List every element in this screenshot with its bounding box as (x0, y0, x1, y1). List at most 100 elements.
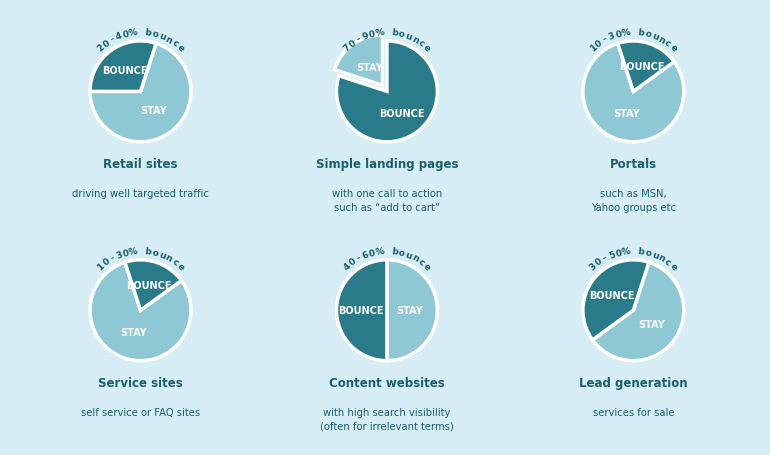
Text: 0: 0 (101, 38, 112, 49)
Text: c: c (170, 257, 179, 267)
Text: self service or FAQ sites: self service or FAQ sites (81, 408, 200, 417)
Text: c: c (417, 38, 426, 49)
Text: with one call to action
such as “add to cart”: with one call to action such as “add to … (332, 189, 442, 212)
Text: %: % (621, 28, 631, 38)
Text: 1: 1 (95, 261, 105, 272)
Text: 0: 0 (347, 257, 358, 268)
Text: Service sites: Service sites (98, 376, 183, 389)
Wedge shape (90, 42, 156, 92)
Wedge shape (336, 260, 387, 361)
Text: e: e (668, 261, 678, 272)
Text: 0: 0 (122, 248, 130, 258)
Text: 0: 0 (347, 38, 358, 49)
Text: STAY: STAY (613, 109, 640, 119)
Text: 5: 5 (608, 250, 617, 260)
Text: -: - (355, 253, 363, 263)
Text: 4: 4 (342, 261, 353, 272)
Text: u: u (403, 250, 413, 261)
Text: c: c (663, 38, 672, 49)
Text: %: % (375, 247, 385, 257)
Text: c: c (663, 257, 672, 267)
Text: services for sale: services for sale (593, 408, 674, 417)
Wedge shape (618, 42, 675, 92)
Text: o: o (644, 248, 652, 258)
Text: 0: 0 (614, 248, 623, 258)
Text: o: o (151, 248, 159, 258)
Text: Content websites: Content websites (329, 376, 445, 389)
Text: with high search visibility
(often for irrelevant terms): with high search visibility (often for i… (320, 408, 454, 430)
Text: 3: 3 (588, 261, 598, 272)
Text: n: n (657, 253, 666, 264)
Text: o: o (397, 248, 406, 258)
Text: -: - (109, 253, 116, 263)
Text: b: b (144, 28, 152, 38)
Text: 0: 0 (101, 257, 112, 268)
Text: o: o (151, 30, 159, 40)
Wedge shape (334, 35, 383, 86)
Text: n: n (164, 34, 173, 46)
Text: c: c (170, 38, 179, 49)
Text: e: e (422, 261, 432, 272)
Wedge shape (387, 260, 437, 361)
Text: o: o (644, 30, 652, 40)
Text: 0: 0 (368, 30, 377, 40)
Text: %: % (129, 247, 139, 257)
Text: STAY: STAY (120, 327, 147, 337)
Text: u: u (403, 31, 413, 42)
Text: Simple landing pages: Simple landing pages (316, 157, 458, 171)
Text: Retail sites: Retail sites (103, 157, 178, 171)
Text: %: % (621, 247, 631, 257)
Text: e: e (668, 43, 678, 54)
Text: 6: 6 (361, 250, 370, 260)
Text: Lead generation: Lead generation (579, 376, 688, 389)
Wedge shape (583, 44, 684, 142)
Text: 0: 0 (122, 30, 130, 40)
Text: 9: 9 (361, 31, 370, 42)
Text: 4: 4 (115, 31, 124, 42)
Text: -: - (355, 35, 363, 45)
Text: c: c (417, 257, 426, 267)
Text: BOUNCE: BOUNCE (589, 290, 634, 300)
Text: %: % (375, 28, 385, 38)
Text: n: n (410, 253, 420, 264)
Text: u: u (650, 31, 659, 42)
Text: such as MSN,
Yahoo groups etc: such as MSN, Yahoo groups etc (591, 189, 676, 212)
Text: Portals: Portals (610, 157, 657, 171)
Text: 3: 3 (115, 250, 124, 260)
Text: e: e (176, 43, 186, 54)
Text: b: b (144, 247, 152, 257)
Text: b: b (390, 247, 398, 257)
Text: b: b (390, 28, 398, 38)
Text: 1: 1 (588, 43, 598, 54)
Text: e: e (422, 43, 432, 54)
Text: n: n (410, 34, 420, 46)
Wedge shape (90, 263, 191, 361)
Text: b: b (637, 247, 644, 257)
Wedge shape (583, 260, 649, 340)
Text: 0: 0 (594, 38, 604, 49)
Text: STAY: STAY (140, 106, 167, 116)
Text: e: e (176, 261, 186, 272)
Text: STAY: STAY (356, 63, 383, 73)
Text: n: n (657, 34, 666, 46)
Text: BOUNCE: BOUNCE (338, 306, 383, 316)
Text: STAY: STAY (397, 306, 423, 316)
Text: BOUNCE: BOUNCE (618, 62, 665, 72)
Text: -: - (109, 35, 116, 45)
Text: 0: 0 (614, 30, 623, 40)
Wedge shape (90, 44, 191, 142)
Text: o: o (397, 30, 406, 40)
Text: -: - (601, 35, 609, 45)
Text: -: - (601, 253, 609, 263)
Text: 0: 0 (368, 248, 377, 258)
Text: 0: 0 (594, 257, 604, 268)
Text: 7: 7 (342, 43, 353, 54)
Text: b: b (637, 28, 644, 38)
Text: %: % (129, 28, 139, 38)
Wedge shape (592, 263, 684, 361)
Wedge shape (336, 42, 437, 142)
Text: 3: 3 (608, 31, 617, 42)
Text: BOUNCE: BOUNCE (380, 108, 425, 118)
Text: n: n (164, 253, 173, 264)
Text: u: u (650, 250, 659, 261)
